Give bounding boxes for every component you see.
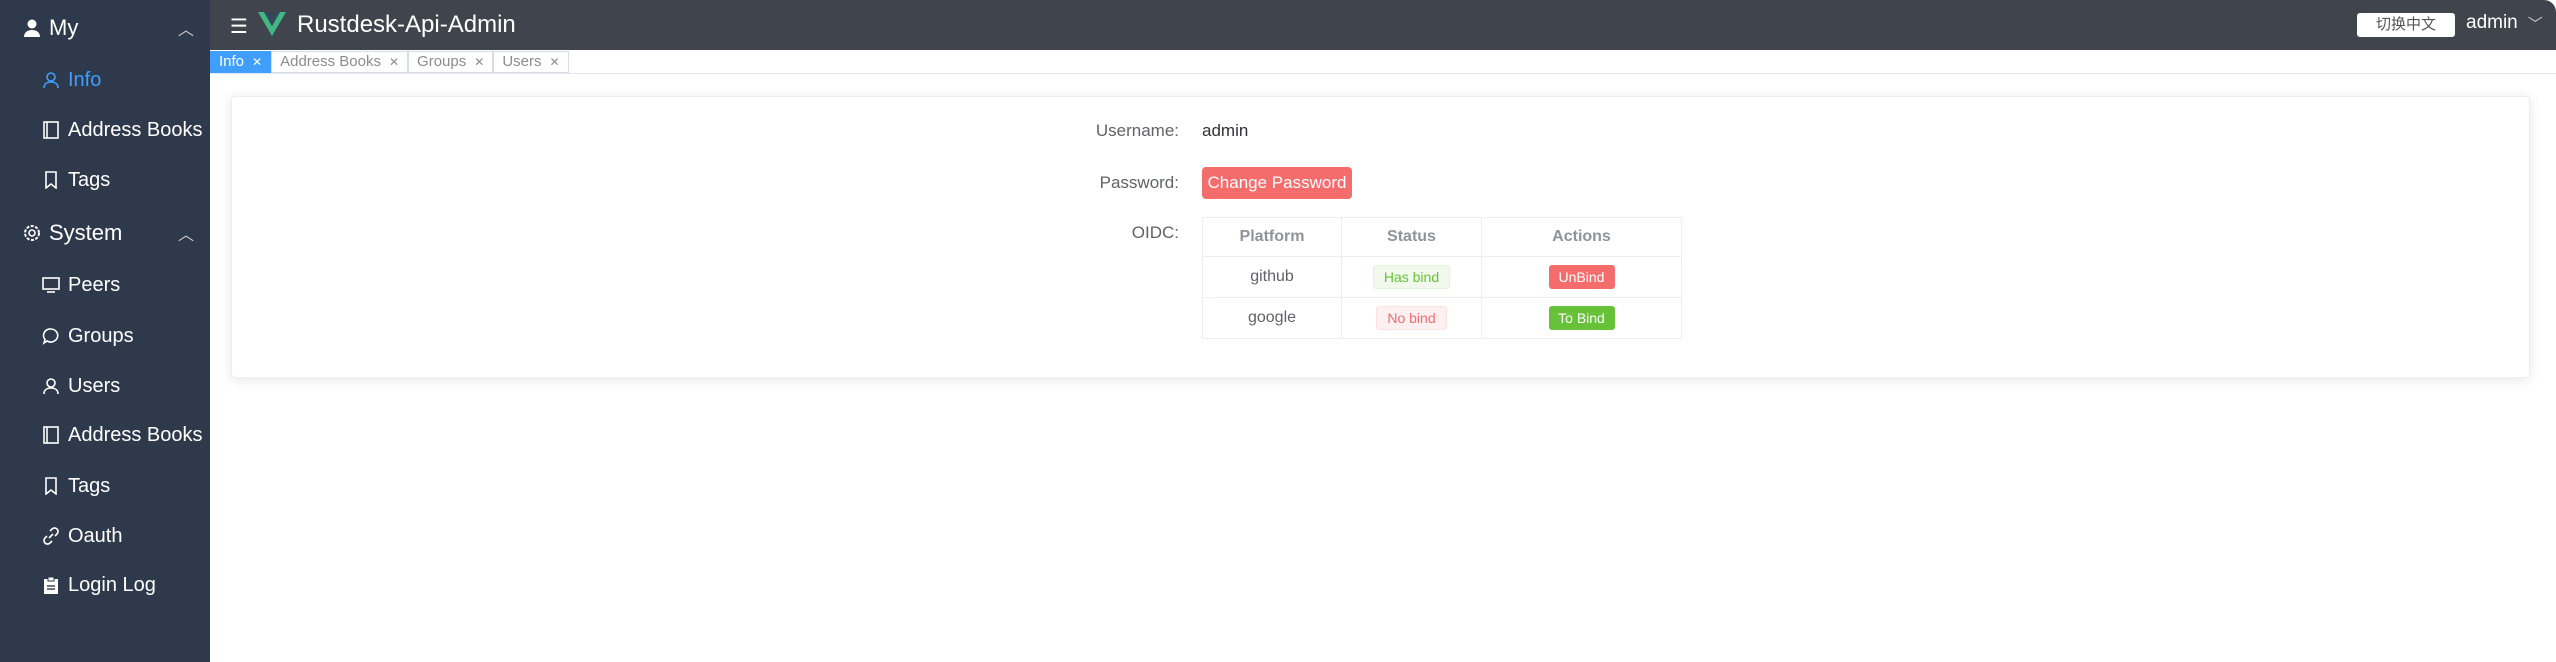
tab-address-books[interactable]: Address Books ✕ bbox=[271, 51, 409, 73]
sidebar-group-system[interactable]: System ︿ bbox=[0, 208, 210, 258]
unbind-button[interactable]: UnBind bbox=[1548, 265, 1615, 289]
chat-icon bbox=[42, 328, 59, 345]
actions-cell: UnBind bbox=[1481, 256, 1682, 298]
tab-groups[interactable]: Groups ✕ bbox=[408, 51, 494, 73]
close-icon[interactable]: ✕ bbox=[388, 55, 400, 69]
table-row: google No bind To Bind bbox=[1202, 297, 1682, 339]
sidebar-item-label: Address Books bbox=[68, 423, 203, 446]
sidebar-item-label: Tags bbox=[68, 168, 111, 191]
sidebar-item-label: Users bbox=[68, 374, 121, 397]
sidebar-item-address-books[interactable]: Address Books bbox=[0, 410, 210, 460]
tab-users[interactable]: Users ✕ bbox=[493, 51, 569, 73]
sidebar-item-label: Tags bbox=[68, 474, 111, 497]
clipboard-icon bbox=[44, 576, 58, 594]
sidebar-item-tags[interactable]: Tags bbox=[0, 461, 210, 511]
link-icon bbox=[43, 527, 59, 545]
oidc-table: Platform Status Actions github Has bind … bbox=[1202, 217, 1682, 339]
sidebar-group-label: My bbox=[49, 15, 79, 40]
status-badge: No bind bbox=[1376, 306, 1447, 330]
sidebar-item-address-books[interactable]: Address Books bbox=[0, 105, 210, 155]
user-outline-icon bbox=[43, 72, 59, 89]
tab-label: Groups bbox=[417, 53, 467, 70]
user-name[interactable]: admin bbox=[2466, 12, 2518, 33]
column-header: Actions bbox=[1481, 217, 1682, 257]
tabs-bar: Info ✕ Address Books ✕ Groups ✕ Users ✕ bbox=[210, 50, 2556, 74]
username-value: admin bbox=[1202, 121, 1249, 140]
sidebar-item-info[interactable]: Info bbox=[0, 55, 210, 105]
actions-cell: To Bind bbox=[1481, 297, 1682, 339]
user-menu[interactable]: admin ﹀ bbox=[2466, 12, 2543, 34]
sidebar-group-label: System bbox=[49, 220, 123, 245]
app-title: Rustdesk-Api-Admin bbox=[297, 11, 516, 38]
chevron-down-icon[interactable]: ﹀ bbox=[2527, 15, 2543, 33]
sidebar-item-login-log[interactable]: Login Log bbox=[0, 560, 210, 610]
sidebar: My ︿ Info Address Books Tags System ︿ Pe… bbox=[0, 0, 210, 662]
user-outline-icon bbox=[43, 378, 59, 395]
oidc-label: OIDC: bbox=[1131, 223, 1179, 242]
book-icon bbox=[43, 426, 59, 444]
platform-cell: google bbox=[1202, 297, 1342, 339]
username-label: Username: bbox=[1095, 121, 1179, 140]
sidebar-item-label: Info bbox=[68, 68, 102, 91]
monitor-icon bbox=[42, 277, 60, 293]
sidebar-item-groups[interactable]: Groups bbox=[0, 311, 210, 361]
sidebar-item-label: Peers bbox=[68, 273, 121, 296]
sidebar-item-label: Address Books bbox=[68, 118, 203, 141]
status-cell: No bind bbox=[1341, 297, 1482, 339]
sidebar-group-my[interactable]: My ︿ bbox=[0, 3, 210, 53]
info-card: Username: admin Password: Change Passwor… bbox=[231, 96, 2530, 378]
close-icon[interactable]: ✕ bbox=[549, 55, 560, 69]
bind-button[interactable]: To Bind bbox=[1548, 306, 1615, 330]
chevron-up-icon: ︿ bbox=[178, 22, 195, 39]
sidebar-item-label: Oauth bbox=[68, 524, 123, 547]
column-header: Status bbox=[1341, 217, 1482, 257]
password-label: Password: bbox=[1099, 173, 1179, 192]
sidebar-item-tags[interactable]: Tags bbox=[0, 155, 210, 205]
tab-label: Info bbox=[219, 53, 245, 70]
sidebar-item-peers[interactable]: Peers bbox=[0, 260, 210, 310]
status-badge: Has bind bbox=[1372, 265, 1451, 289]
top-header: ☰ Rustdesk-Api-Admin 切换中文 admin ﹀ bbox=[210, 0, 2556, 50]
table-row: github Has bind UnBind bbox=[1202, 256, 1682, 298]
tab-label: Address Books bbox=[280, 53, 381, 70]
vue-logo bbox=[258, 12, 286, 36]
book-icon bbox=[43, 121, 59, 139]
chevron-up-icon: ︿ bbox=[178, 227, 195, 244]
language-switch-button[interactable]: 切换中文 bbox=[2357, 13, 2455, 37]
bookmark-icon bbox=[45, 171, 57, 189]
tab-label: Users bbox=[502, 53, 542, 70]
platform-cell: github bbox=[1202, 256, 1342, 298]
sidebar-item-oauth[interactable]: Oauth bbox=[0, 511, 210, 561]
close-icon[interactable]: ✕ bbox=[474, 55, 485, 69]
tab-info[interactable]: Info ✕ bbox=[210, 51, 272, 73]
close-icon[interactable]: ✕ bbox=[252, 55, 263, 69]
hamburger-menu-icon[interactable]: ☰ bbox=[230, 16, 248, 38]
column-header: Platform bbox=[1202, 217, 1342, 257]
table-header-row: Platform Status Actions bbox=[1202, 217, 1682, 257]
status-cell: Has bind bbox=[1341, 256, 1482, 298]
bookmark-icon bbox=[45, 477, 57, 495]
sidebar-item-label: Login Log bbox=[68, 573, 156, 596]
change-password-button[interactable]: Change Password bbox=[1202, 167, 1352, 199]
sidebar-item-users[interactable]: Users bbox=[0, 361, 210, 411]
user-icon bbox=[24, 19, 40, 37]
sidebar-item-label: Groups bbox=[68, 324, 134, 347]
gear-icon bbox=[24, 225, 40, 241]
